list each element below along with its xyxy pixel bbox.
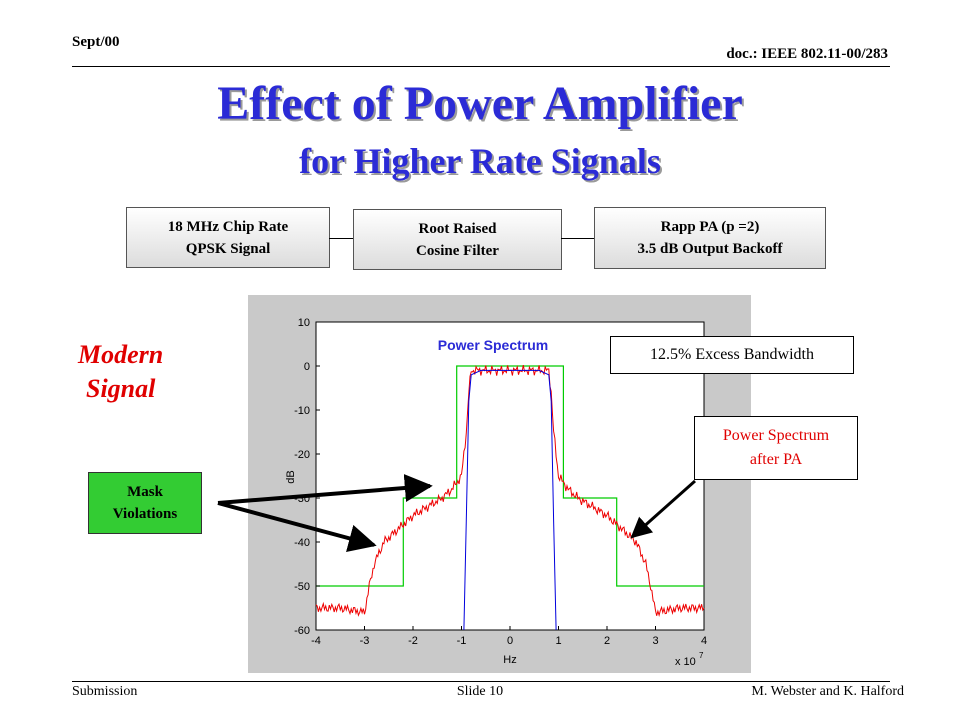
label-line: Violations: [112, 506, 178, 522]
block-line: 18 MHz Chip Rate: [167, 218, 289, 235]
mask-violations-label: Mask Violations: [88, 472, 202, 534]
label-line: Mask: [127, 484, 163, 500]
y-tick-label: 0: [304, 361, 310, 373]
x-tick-label: -3: [360, 635, 370, 647]
y-tick-label: -60: [294, 625, 310, 637]
x-tick-label: 3: [652, 635, 658, 647]
rrc-filter-block: Root Raised Cosine Filter: [353, 209, 562, 270]
x-tick-label: 2: [604, 635, 610, 647]
y-tick-label: -50: [294, 581, 310, 593]
y-tick-label: -40: [294, 537, 310, 549]
header-rule: [72, 66, 890, 67]
rapp-pa-block: Rapp PA (p =2) 3.5 dB Output Backoff: [594, 207, 826, 269]
label-line: Modern: [78, 340, 164, 369]
spectrum-series-line: [463, 369, 557, 631]
header-date: Sept/00: [72, 34, 120, 50]
block-line: 3.5 dB Output Backoff: [637, 241, 783, 257]
y-tick-label: -30: [294, 493, 310, 505]
modern-signal-label: Modern Signal: [78, 338, 163, 406]
mask-series-line: [316, 365, 704, 587]
y-tick-label: -20: [294, 449, 310, 461]
connector-line: [329, 238, 353, 239]
x-tick-label: 0: [507, 635, 513, 647]
block-line: Root Raised: [418, 220, 497, 237]
block-line: Rapp PA (p =2): [660, 219, 760, 235]
x-tick-label: 1: [555, 635, 561, 647]
block-line: Cosine Filter: [416, 242, 499, 259]
slide-title: Effect of Power Amplifier: [217, 77, 743, 130]
footer-submission: Submission: [72, 684, 138, 699]
x-tick-label: -2: [408, 635, 418, 647]
footer-slide-number: Slide 10: [456, 684, 504, 699]
x-tick-label: -1: [457, 635, 467, 647]
y-tick-label: 10: [298, 317, 310, 329]
after-pa-callout: Power Spectrum after PA: [694, 416, 858, 480]
x-tick-label: -4: [311, 635, 321, 647]
y-axis-label: dB: [285, 470, 297, 483]
connector-line: [561, 238, 594, 239]
header-doc-id: doc.: IEEE 802.11-00/283: [726, 46, 888, 62]
footer-rule: [72, 681, 890, 682]
slide-subtitle: for Higher Rate Signals: [299, 141, 661, 181]
y-tick-label: -10: [294, 405, 310, 417]
callout-line: after PA: [749, 451, 803, 468]
x-multiplier-exponent: 7: [699, 651, 704, 660]
chip-rate-block: 18 MHz Chip Rate QPSK Signal: [126, 207, 330, 268]
footer-authors: M. Webster and K. Halford: [751, 684, 904, 699]
excess-bandwidth-callout: 12.5% Excess Bandwidth: [610, 336, 854, 374]
block-line: QPSK Signal: [185, 240, 271, 257]
x-multiplier: x 10: [675, 656, 696, 668]
chart-title: Power Spectrum: [438, 337, 548, 353]
x-axis-label: Hz: [503, 654, 516, 666]
label-line: Signal: [86, 374, 156, 403]
x-tick-label: 4: [701, 635, 707, 647]
callout-line: Power Spectrum: [722, 427, 830, 444]
